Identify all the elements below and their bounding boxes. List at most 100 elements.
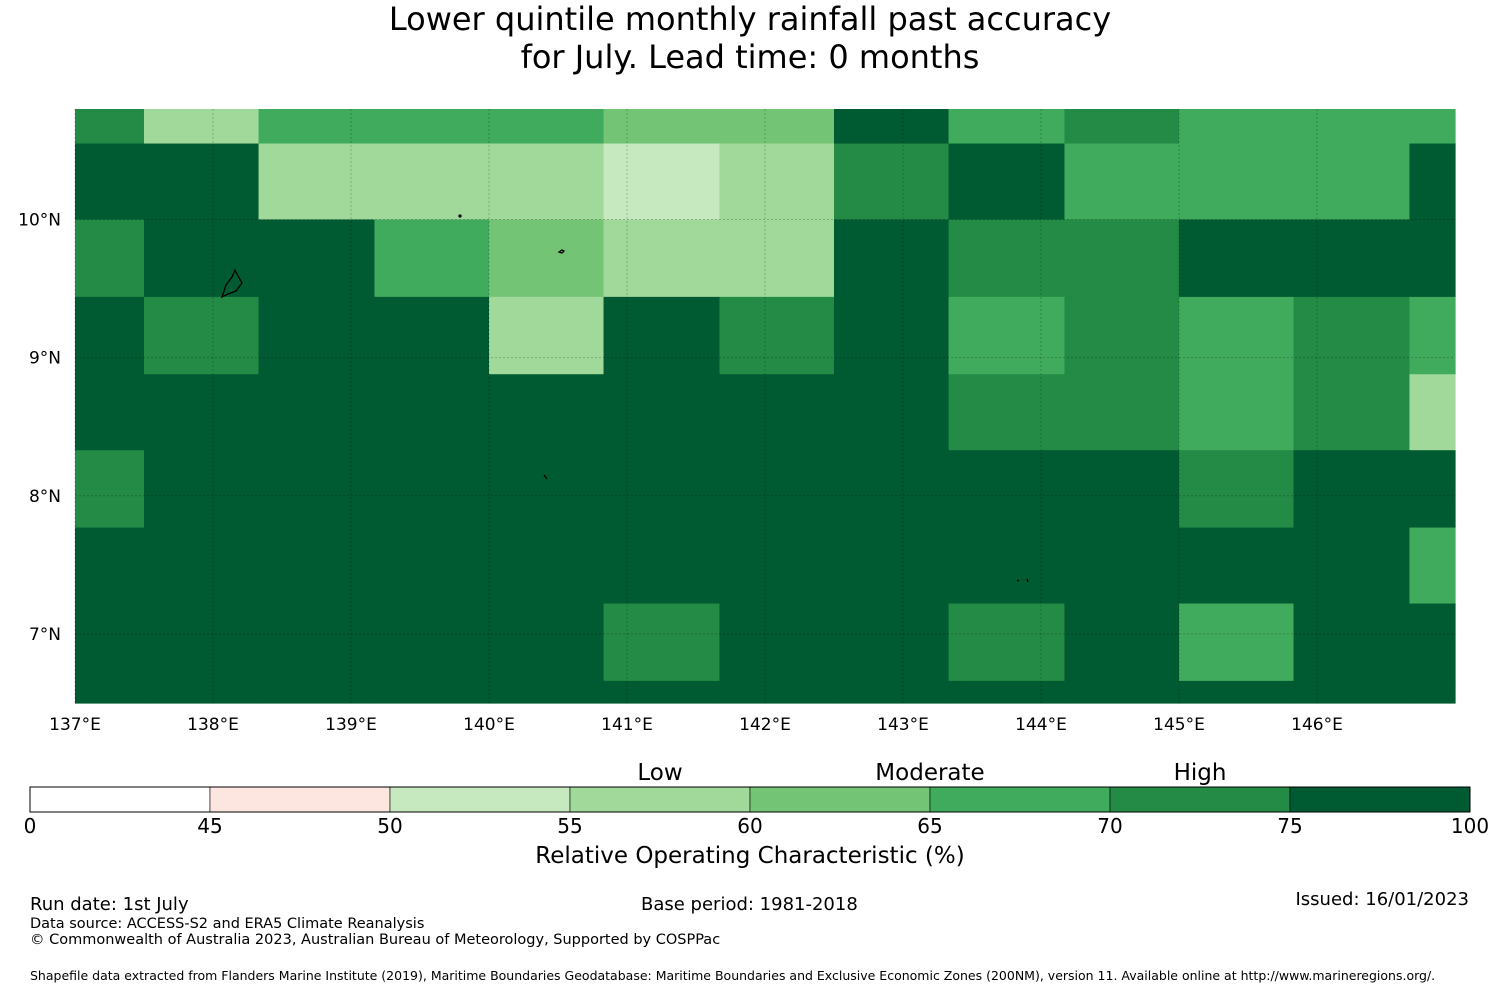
grid-cell xyxy=(1293,374,1411,451)
grid-cell xyxy=(1179,450,1295,529)
grid-cell xyxy=(75,374,145,451)
grid-cell xyxy=(1064,527,1180,605)
grid-cell xyxy=(258,450,376,529)
grid-cell xyxy=(603,219,721,298)
grid-cell xyxy=(374,603,490,682)
grid-cell xyxy=(144,219,260,298)
grid-cell xyxy=(75,143,145,221)
grid-cell xyxy=(144,143,260,221)
grid-cell xyxy=(374,109,490,145)
colorbar-segment xyxy=(1289,786,1471,813)
grid-cell xyxy=(144,109,260,145)
grid-cell xyxy=(719,603,835,682)
grid-cell xyxy=(1293,603,1411,682)
grid-cell xyxy=(1293,219,1411,298)
title-line-1: Lower quintile monthly rainfall past acc… xyxy=(388,0,1112,38)
grid-cell xyxy=(948,374,1066,451)
grid-cell xyxy=(948,143,1066,221)
grid-cell xyxy=(75,603,145,682)
longitude-tick-label: 143°E xyxy=(877,715,929,735)
colorbar-tick-0: 0 xyxy=(23,814,37,838)
longitude-tick-label: 139°E xyxy=(325,715,377,735)
colorbar-frame xyxy=(29,786,1471,813)
grid-cell xyxy=(719,143,835,221)
grid-cell xyxy=(374,219,490,298)
grid-cell xyxy=(1293,527,1411,605)
grid-cell xyxy=(1409,296,1456,375)
grid-cell xyxy=(1409,450,1456,529)
grid-cell xyxy=(75,109,145,145)
latitude-tick-label: 7°N xyxy=(29,625,61,645)
island-woleai-a xyxy=(1016,579,1020,582)
colorbar-segment xyxy=(1109,786,1291,813)
grid-cell xyxy=(834,374,950,451)
colorbar-tick-70: 70 xyxy=(1097,814,1123,838)
grid-cell xyxy=(258,109,376,145)
grid-cell xyxy=(603,527,721,605)
grid-cell xyxy=(603,374,721,451)
grid-cell xyxy=(258,143,376,221)
grid-cell xyxy=(1179,143,1295,221)
title-line-2: for July. Lead time: 0 months xyxy=(520,38,980,76)
grid-cell xyxy=(603,296,721,375)
grid-cell xyxy=(374,374,490,451)
grid-cell xyxy=(1293,450,1411,529)
longitude-tick-label: 142°E xyxy=(739,715,791,735)
grid-cell xyxy=(144,374,260,451)
grid-cell xyxy=(603,680,721,704)
island-dot xyxy=(458,214,462,218)
grid-cell xyxy=(75,450,145,529)
grid-cell xyxy=(834,527,950,605)
grid-cell xyxy=(834,109,950,145)
grid-cell xyxy=(1179,527,1295,605)
colorbar-tick-60: 60 xyxy=(737,814,763,838)
grid-cell xyxy=(258,527,376,605)
grid-cell xyxy=(834,603,950,682)
grid-cell xyxy=(1179,374,1295,451)
grid-cell xyxy=(489,109,605,145)
lat-lon-gridlines xyxy=(74,109,1455,703)
grid-cell xyxy=(75,296,145,375)
island-ngulu xyxy=(557,249,566,254)
grid-cell xyxy=(1409,527,1456,605)
grid-cell xyxy=(948,296,1066,375)
latitude-tick-label: 10°N xyxy=(18,211,61,231)
grid-cell xyxy=(258,680,376,704)
grid-cell xyxy=(603,109,721,145)
island-sorol xyxy=(543,474,548,480)
grid-cell xyxy=(834,219,950,298)
grid-cell xyxy=(75,527,145,605)
grid-cell xyxy=(144,450,260,529)
longitude-tick-label: 140°E xyxy=(463,715,515,735)
colorbar-segment xyxy=(389,786,571,813)
longitude-tick-label: 138°E xyxy=(187,715,239,735)
grid-cell xyxy=(834,143,950,221)
grid-cell xyxy=(1179,109,1295,145)
grid-cell xyxy=(719,109,835,145)
issued-date: Issued: 16/01/2023 xyxy=(1295,889,1469,910)
copyright: © Commonwealth of Australia 2023, Austra… xyxy=(30,932,721,948)
colorbar-tick-55: 55 xyxy=(557,814,583,838)
grid-cell xyxy=(1064,680,1180,704)
grid-cell xyxy=(1293,296,1411,375)
longitude-tick-label: 146°E xyxy=(1291,715,1343,735)
grid-cell xyxy=(1064,450,1180,529)
longitude-tick-label: 145°E xyxy=(1153,715,1205,735)
grid-cell xyxy=(834,296,950,375)
colorbar-label: Relative Operating Characteristic (%) xyxy=(535,843,965,869)
roc-grid-cells xyxy=(75,109,1456,704)
colorbar-tick-50: 50 xyxy=(377,814,403,838)
grid-cell xyxy=(1409,680,1456,704)
island-yap xyxy=(220,268,243,299)
grid-cell xyxy=(948,219,1066,298)
grid-cell xyxy=(719,296,835,375)
map-title: Lower quintile monthly rainfall past acc… xyxy=(0,0,1500,76)
colorbar-segment xyxy=(209,786,391,813)
grid-cell xyxy=(1409,109,1456,145)
grid-cell xyxy=(1179,603,1295,682)
grid-cell xyxy=(258,296,376,375)
grid-cell xyxy=(489,374,605,451)
grid-cell xyxy=(258,374,376,451)
grid-cell xyxy=(1409,143,1456,221)
grid-cell xyxy=(1409,603,1456,682)
